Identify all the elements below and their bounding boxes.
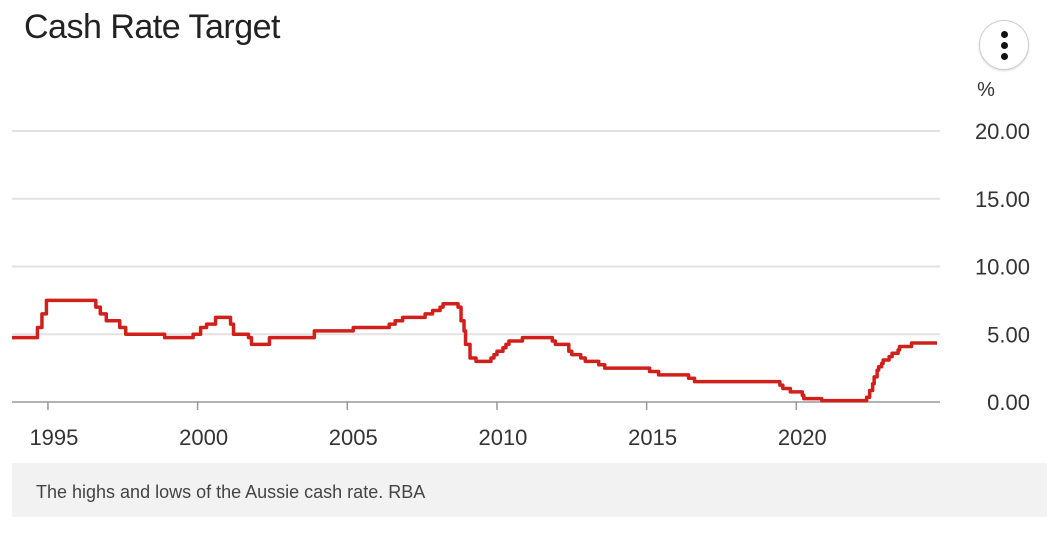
x-tick-label: 1995 bbox=[29, 425, 78, 450]
menu-dot-icon bbox=[1000, 41, 1008, 49]
menu-dot-icon bbox=[1000, 52, 1008, 60]
x-tick-label: 2005 bbox=[329, 425, 378, 450]
x-tick-label: 2000 bbox=[179, 425, 228, 450]
caption-text: The highs and lows of the Aussie cash ra… bbox=[36, 482, 426, 502]
y-tick-label: 0.00 bbox=[987, 390, 1030, 415]
chart-title: Cash Rate Target bbox=[24, 8, 280, 46]
y-tick-label: 20.00 bbox=[975, 119, 1030, 144]
y-tick-label: 15.00 bbox=[975, 187, 1030, 212]
menu-dot-icon bbox=[1000, 30, 1008, 38]
y-tick-label: 10.00 bbox=[975, 255, 1030, 280]
x-tick-label: 2015 bbox=[628, 425, 677, 450]
line-chart: 0.00 5.00 10.00 15.00 20.00 1995 2000 2005 2010… bbox=[12, 79, 1030, 450]
series-line-cash-rate bbox=[12, 298, 938, 403]
caption-box: The highs and lows of the Aussie cash ra… bbox=[12, 463, 1047, 517]
y-axis-unit: % bbox=[977, 79, 995, 101]
x-tick-label: 2010 bbox=[478, 425, 527, 450]
x-tick-label: 2020 bbox=[778, 425, 827, 450]
more-options-button[interactable] bbox=[979, 20, 1029, 70]
y-tick-label: 5.00 bbox=[987, 322, 1030, 347]
